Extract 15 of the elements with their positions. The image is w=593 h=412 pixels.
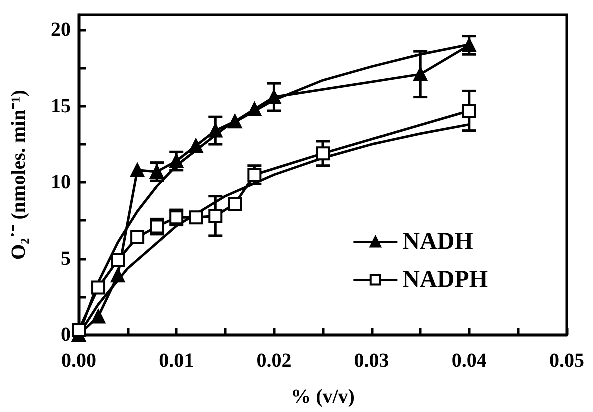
x-axis-title: % (v/v) (291, 386, 355, 408)
x-tick-label: 0.00 (62, 350, 96, 372)
y-tick-label: 20 (51, 19, 71, 42)
x-tick-label: 0.05 (550, 350, 584, 372)
y-tick-label: 10 (51, 172, 71, 194)
x-tick-label: 0.04 (452, 350, 487, 372)
y-tick-label: 5 (61, 248, 71, 270)
legend-label: NADPH (402, 267, 488, 293)
x-tick-label: 0.03 (354, 350, 390, 372)
x-tick-label: 0.02 (256, 350, 292, 372)
y-tick-label: 0 (61, 324, 71, 346)
y-axis-title: O₂˙⁻ (nmoles. min⁻¹) (8, 90, 30, 260)
legend-label: NADH (402, 229, 474, 255)
y-tick-label: 15 (51, 95, 71, 118)
x-tick-label: 0.01 (159, 350, 194, 372)
